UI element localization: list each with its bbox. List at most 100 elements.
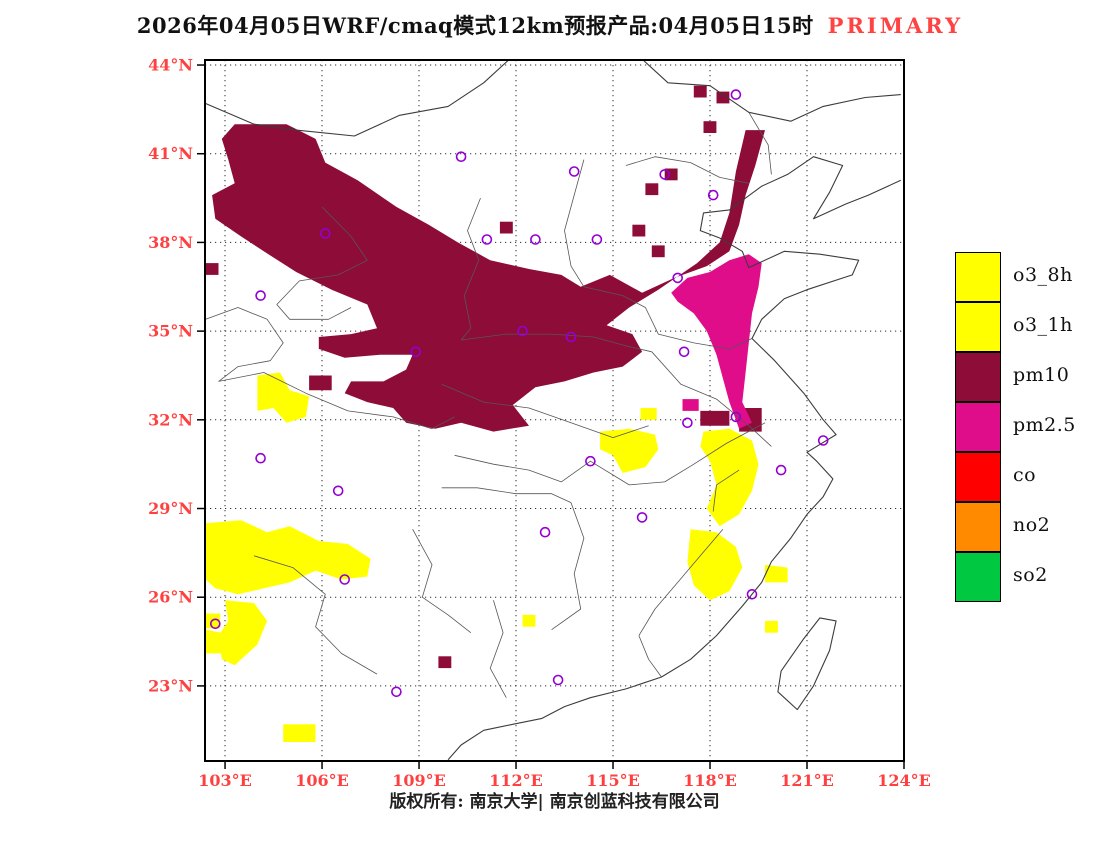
province-boundary xyxy=(460,197,481,341)
chart-title: 2026年04月05日WRF/cmaq模式12km预报产品:04月05日15时 P… xyxy=(0,10,1100,40)
province-boundary xyxy=(218,372,455,430)
cell-o3 xyxy=(283,724,316,742)
cell-pm25 xyxy=(682,399,699,411)
city-marker xyxy=(539,526,551,538)
lat-axis-label: 38°N xyxy=(148,233,193,252)
region-o3 xyxy=(700,428,759,527)
chart-title-text: 2026年04月05日WRF/cmaq模式12km预报产品:04月05日15时 xyxy=(136,13,814,38)
province-boundary xyxy=(276,206,368,320)
city-marker xyxy=(817,435,829,446)
map-frame xyxy=(204,59,905,762)
legend-label: so2 xyxy=(1013,564,1048,586)
region-pm25 xyxy=(671,254,762,429)
legend-label: o3_8h xyxy=(1013,264,1073,286)
city-marker xyxy=(585,455,596,467)
city-marker xyxy=(746,588,758,600)
cell-pm10 xyxy=(438,656,452,669)
lat-axis-label: 23°N xyxy=(148,676,193,695)
legend-label: co xyxy=(1013,464,1037,486)
cell-pm10 xyxy=(703,121,717,133)
city-marker xyxy=(332,485,344,497)
province-boundary xyxy=(441,487,572,503)
region-o3 xyxy=(205,629,222,654)
legend-label: o3_1h xyxy=(1013,314,1073,336)
taiwan-island xyxy=(777,617,837,711)
legend-swatch xyxy=(955,502,1001,552)
region-o3 xyxy=(687,529,743,601)
city-marker xyxy=(730,89,742,100)
province-boundary xyxy=(489,600,507,698)
cell-o3 xyxy=(522,614,536,627)
city-marker xyxy=(255,290,266,301)
legend-swatch xyxy=(955,552,1001,602)
province-boundary xyxy=(551,502,585,631)
province-boundary xyxy=(748,112,772,175)
province-boundary xyxy=(638,528,724,636)
region-o3 xyxy=(205,520,371,595)
city-marker xyxy=(775,464,787,476)
national-border xyxy=(642,60,901,122)
city-marker xyxy=(410,346,422,358)
cell-pm10 xyxy=(693,85,707,98)
province-boundary xyxy=(625,156,749,184)
city-marker xyxy=(636,512,648,523)
lon-axis-label: 124°E xyxy=(877,771,931,790)
city-marker xyxy=(659,169,671,180)
cell-o3 xyxy=(640,408,657,420)
lon-axis-label: 103°E xyxy=(198,771,252,790)
lon-axis-label: 118°E xyxy=(683,771,737,790)
city-marker xyxy=(255,452,266,464)
region-o3 xyxy=(257,372,310,423)
legend-item-o3_8h: o3_8h xyxy=(955,252,1100,302)
province-boundary xyxy=(461,333,652,353)
region-pm10 xyxy=(309,375,332,391)
lat-axis-label: 44°N xyxy=(148,56,193,75)
province-boundary xyxy=(205,307,284,382)
legend-item-co: co xyxy=(955,452,1100,502)
province-boundary xyxy=(638,635,662,678)
lon-axis-label: 121°E xyxy=(780,771,834,790)
city-marker xyxy=(339,574,351,585)
city-marker xyxy=(730,411,742,423)
cell-pm10 xyxy=(632,224,646,237)
lat-axis-label: 29°N xyxy=(148,499,193,518)
national-border xyxy=(205,60,510,137)
city-marker xyxy=(517,325,528,337)
region-pm10 xyxy=(700,410,730,426)
lat-axis-label: 41°N xyxy=(148,144,193,163)
lat-axis-label: 32°N xyxy=(148,410,193,429)
legend-swatch xyxy=(955,402,1001,452)
legend-item-no2: no2 xyxy=(955,502,1100,552)
copyright-footer: 版权所有: 南京大学| 南京创蓝科技有限公司 xyxy=(389,792,720,812)
legend-label: pm2.5 xyxy=(1013,414,1076,436)
map-layers xyxy=(205,60,904,761)
city-marker xyxy=(319,228,331,239)
region-o3 xyxy=(218,600,268,666)
province-boundary xyxy=(651,351,772,447)
region-pm10 xyxy=(212,124,766,432)
city-marker xyxy=(391,686,402,698)
province-boundary xyxy=(454,422,766,486)
city-marker xyxy=(591,234,603,245)
lon-axis-label: 112°E xyxy=(489,771,543,790)
legend-swatch xyxy=(955,252,1001,302)
cell-pm10 xyxy=(499,221,513,234)
region-o3 xyxy=(765,564,788,583)
legend-swatch xyxy=(955,452,1001,502)
lat-axis-label: 35°N xyxy=(148,322,193,341)
city-marker xyxy=(707,189,719,201)
city-marker xyxy=(682,417,693,429)
lon-axis-label: 109°E xyxy=(392,771,446,790)
legend-item-pm2.5: pm2.5 xyxy=(955,402,1100,452)
legend-label: no2 xyxy=(1013,514,1051,536)
city-marker xyxy=(568,166,580,177)
lat-axis-label: 26°N xyxy=(148,588,193,607)
province-boundary xyxy=(564,159,585,288)
legend-item-so2: so2 xyxy=(955,552,1100,602)
province-boundary xyxy=(712,469,740,512)
city-marker xyxy=(530,234,541,245)
legend-swatch xyxy=(955,352,1001,402)
primary-pollutant-label: PRIMARY xyxy=(827,13,964,38)
